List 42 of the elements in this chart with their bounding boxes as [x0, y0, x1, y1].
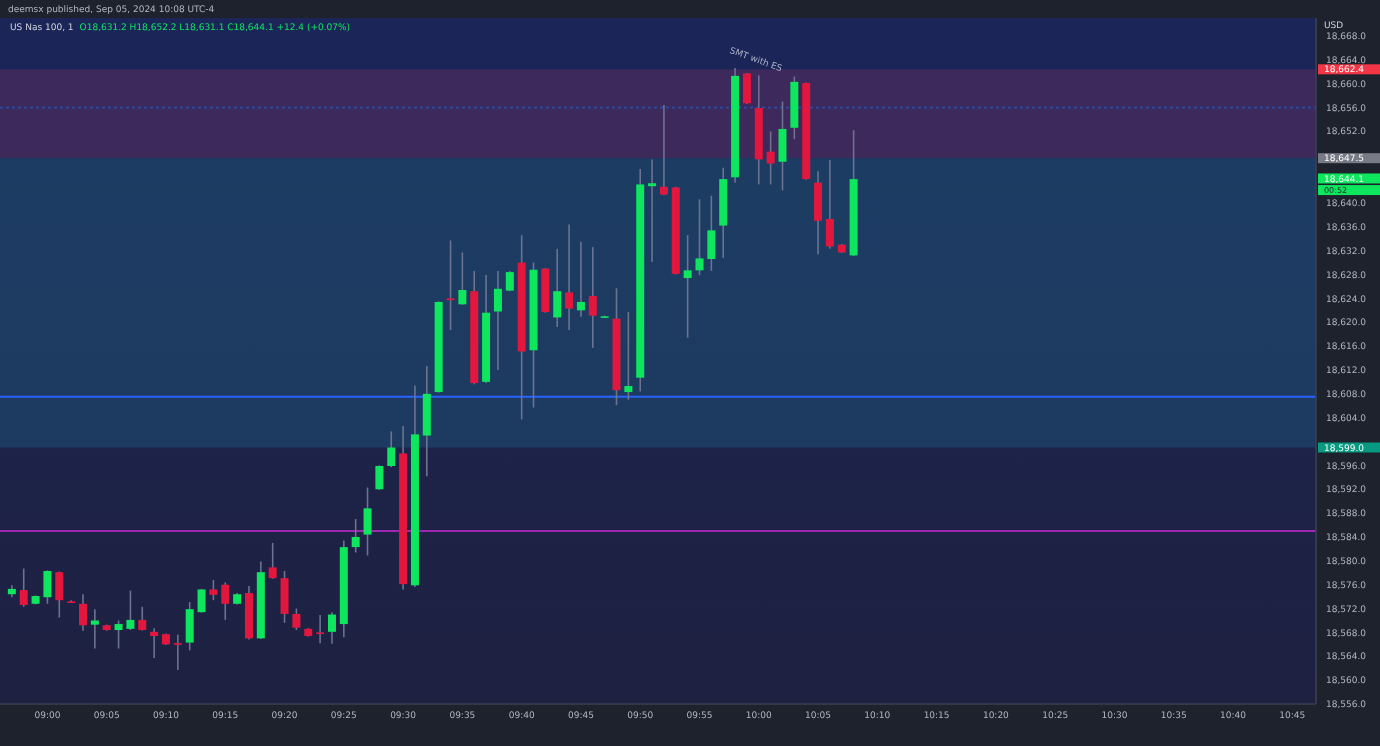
candlestick [78, 593, 87, 632]
candlestick [766, 130, 775, 186]
candlestick [90, 608, 99, 650]
candlestick [576, 240, 585, 318]
candlestick [565, 223, 574, 331]
candlestick [458, 251, 467, 306]
candlestick [138, 605, 147, 632]
candlestick [778, 100, 787, 192]
candlestick [209, 579, 218, 602]
candlestick [221, 581, 230, 621]
candlestick [825, 159, 834, 250]
candlestick [363, 486, 372, 557]
candlestick [541, 267, 550, 314]
candlestick [55, 570, 64, 619]
candlestick [588, 246, 597, 349]
candlestick [695, 198, 704, 276]
candlestick [244, 585, 253, 641]
candlestick [790, 75, 799, 140]
candlestick [422, 365, 431, 477]
candlestick [659, 104, 668, 196]
candlestick [683, 234, 692, 339]
candlestick [814, 170, 823, 256]
candlestick [292, 607, 301, 631]
candlestick [493, 270, 502, 371]
candlestick [624, 311, 633, 401]
candlestick [719, 166, 728, 259]
candlestick [173, 634, 182, 671]
candlestick [351, 518, 360, 554]
candlestick [316, 614, 325, 644]
candlestick [446, 239, 455, 331]
candlestick [742, 72, 751, 105]
candlestick [648, 158, 657, 263]
candlestick [387, 430, 396, 468]
candlestick [327, 611, 336, 645]
candlestick [280, 570, 289, 624]
candlestick [150, 627, 159, 659]
candlestick [19, 567, 28, 608]
candlestick [553, 248, 562, 328]
candlestick [375, 464, 384, 491]
candlestick [268, 542, 277, 580]
candlestick [707, 194, 716, 272]
candlestick [185, 601, 194, 652]
